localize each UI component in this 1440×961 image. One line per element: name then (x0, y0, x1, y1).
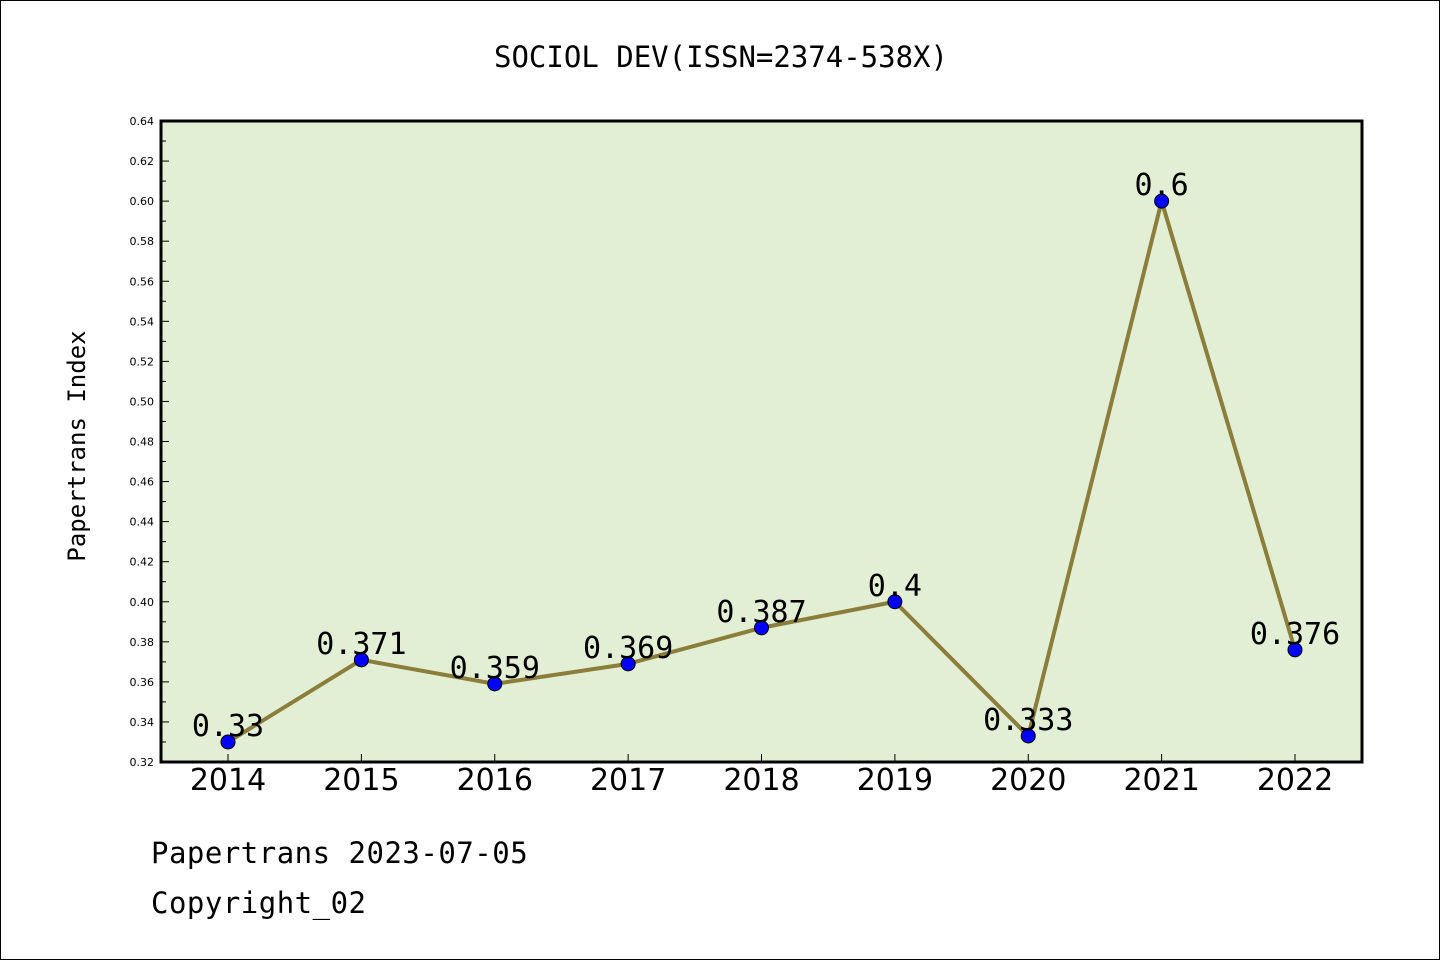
y-tick-label: 0.58 (130, 235, 155, 248)
y-tick-label: 0.62 (130, 155, 155, 168)
y-tick-label: 0.60 (130, 195, 155, 208)
footer-copyright: Copyright_02 (151, 886, 367, 920)
data-point (220, 734, 236, 750)
data-label: 0.359 (450, 651, 540, 686)
x-tick-label: 2020 (990, 763, 1066, 798)
x-tick-label: 2014 (190, 763, 266, 798)
y-axis-label: Papertrans Index (63, 330, 91, 561)
data-label: 0.333 (983, 703, 1073, 738)
y-tick-label: 0.34 (130, 716, 155, 729)
x-tick-label: 2016 (457, 763, 533, 798)
y-tick-label: 0.44 (130, 516, 155, 529)
data-point (1154, 193, 1170, 209)
x-tick-label: 2015 (323, 763, 399, 798)
y-tick-label: 0.48 (130, 436, 155, 449)
x-tick-label: 2022 (1257, 763, 1333, 798)
data-labels-group: 0.33 0.371 0.359 0.369 0.387 0.4 0.333 0.6 0.376 (192, 168, 1340, 744)
y-tick-label: 0.38 (130, 636, 155, 649)
markers-group (220, 193, 1303, 750)
data-point (1020, 728, 1036, 744)
data-point (487, 676, 503, 692)
y-axis: 0.32 0.34 0.36 0.38 0.40 0.42 0.44 0.46 0.48 0.50… (130, 115, 169, 769)
y-tick-label: 0.50 (130, 395, 155, 408)
y-tick-label: 0.32 (130, 756, 155, 769)
y-tick-label: 0.52 (130, 355, 155, 368)
y-tick-label: 0.56 (130, 275, 155, 288)
y-tick-label: 0.40 (130, 596, 155, 609)
data-point (353, 652, 369, 668)
data-label: 0.33 (192, 709, 264, 744)
y-tick-label: 0.36 (130, 676, 155, 689)
data-point (887, 594, 903, 610)
data-point (620, 656, 636, 672)
y-tick-label: 0.64 (130, 115, 155, 128)
chart-title: SOCIOL DEV(ISSN=2374-538X) (494, 40, 948, 74)
data-label: 0.376 (1250, 617, 1340, 652)
data-label: 0.4 (868, 569, 922, 604)
data-label: 0.6 (1135, 168, 1189, 203)
x-tick-label: 2019 (857, 763, 933, 798)
data-label: 0.369 (583, 631, 673, 666)
y-tick-label: 0.54 (130, 315, 155, 328)
x-tick-label: 2017 (590, 763, 666, 798)
x-tick-label: 2021 (1123, 763, 1199, 798)
y-tick-label: 0.46 (130, 476, 155, 489)
footer-date: Papertrans 2023-07-05 (151, 836, 529, 870)
x-axis: 2014 2015 2016 2017 2018 2019 2020 2021 2022 (190, 754, 1333, 798)
data-label: 0.371 (316, 627, 406, 662)
plot-area (159, 119, 1364, 764)
y-tick-label: 0.42 (130, 556, 155, 569)
x-tick-label: 2018 (723, 763, 799, 798)
data-point (1287, 642, 1303, 658)
data-label: 0.387 (716, 595, 806, 630)
data-point (754, 620, 769, 636)
